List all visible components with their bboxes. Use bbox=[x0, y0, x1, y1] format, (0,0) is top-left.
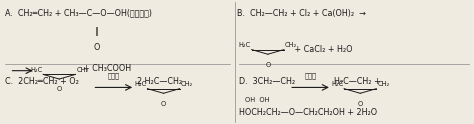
Text: D.  3CH₂—CH₂: D. 3CH₂—CH₂ bbox=[239, 77, 295, 86]
Text: H₂C: H₂C bbox=[238, 42, 251, 48]
Text: + CaCl₂ + H₂O: + CaCl₂ + H₂O bbox=[292, 45, 352, 54]
Text: 催化剂: 催化剂 bbox=[108, 72, 120, 79]
Text: O: O bbox=[94, 43, 100, 52]
Text: C.  2CH₂═CH₂ + O₂: C. 2CH₂═CH₂ + O₂ bbox=[5, 77, 79, 86]
Text: B.  CH₂—CH₂ + Cl₂ + Ca(OH)₂  →: B. CH₂—CH₂ + Cl₂ + Ca(OH)₂ → bbox=[237, 9, 366, 18]
Text: O: O bbox=[56, 86, 62, 93]
Text: A.  CH₂═CH₂ + CH₃—C—O—OH(过氧乙酸): A. CH₂═CH₂ + CH₃—C—O—OH(过氧乙酸) bbox=[5, 9, 152, 18]
Text: 2 H₂C—CH₂: 2 H₂C—CH₂ bbox=[137, 77, 182, 86]
Text: H₂C: H₂C bbox=[30, 67, 42, 73]
Text: ‖: ‖ bbox=[95, 27, 99, 36]
Text: CH₂: CH₂ bbox=[181, 81, 193, 87]
Text: O: O bbox=[265, 62, 271, 68]
Text: H₂C: H₂C bbox=[134, 81, 146, 87]
Text: + CH₃COOH: + CH₃COOH bbox=[83, 64, 131, 74]
Text: OH  OH: OH OH bbox=[245, 97, 269, 103]
Text: CH₂: CH₂ bbox=[285, 42, 297, 48]
Text: O: O bbox=[161, 101, 166, 107]
Text: CH₂: CH₂ bbox=[377, 81, 390, 87]
Text: HOCH₂CH₂—O—CH₂CH₂OH + 2H₂O: HOCH₂CH₂—O—CH₂CH₂OH + 2H₂O bbox=[239, 108, 377, 117]
Text: CH₂: CH₂ bbox=[76, 67, 89, 73]
Text: H₂C—CH₂ +: H₂C—CH₂ + bbox=[334, 77, 381, 86]
Text: H₂C: H₂C bbox=[331, 81, 343, 87]
Text: O: O bbox=[357, 101, 363, 107]
Text: 催化剂: 催化剂 bbox=[304, 72, 317, 79]
